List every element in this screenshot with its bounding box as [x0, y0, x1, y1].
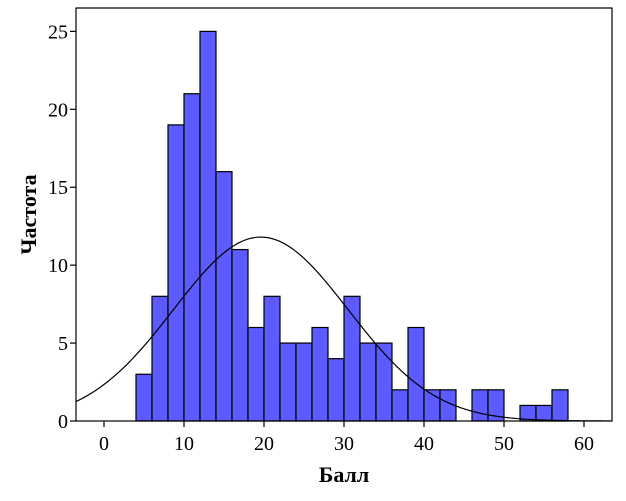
histogram-bar — [551, 389, 569, 422]
histogram-bar — [279, 342, 297, 422]
histogram-bar — [183, 93, 201, 422]
histogram-bar — [375, 342, 393, 422]
x-tick-label: 20 — [254, 433, 274, 455]
x-tick-label: 0 — [99, 433, 109, 455]
normal-curve-line — [76, 236, 612, 421]
histogram-bar — [135, 373, 153, 422]
histogram-bar — [295, 342, 313, 422]
x-tick-label: 40 — [414, 433, 434, 455]
histogram-bar — [359, 342, 377, 422]
y-tick-label: 15 — [48, 177, 68, 199]
y-tick-label: 10 — [48, 255, 68, 277]
histogram-bar — [231, 248, 249, 422]
x-axis: 0 10 20 30 40 50 60 — [99, 421, 594, 455]
histogram-bar — [247, 326, 265, 422]
x-axis-title: Балл — [319, 462, 369, 487]
histogram-bar — [167, 124, 185, 422]
histogram-bar — [215, 171, 233, 422]
histogram-bar — [199, 30, 217, 422]
y-axis-title: Частота — [16, 174, 41, 254]
histogram-bar — [311, 326, 329, 422]
y-tick-label: 0 — [58, 411, 68, 433]
histogram-bar — [327, 358, 345, 422]
x-tick-label: 30 — [334, 433, 354, 455]
histogram-bar — [263, 295, 281, 422]
y-tick-label: 20 — [48, 99, 68, 121]
x-tick-label: 50 — [494, 433, 514, 455]
histogram-bar — [151, 295, 169, 422]
x-tick-label: 60 — [574, 433, 594, 455]
histogram-bar — [407, 326, 425, 422]
bars-layer — [135, 30, 569, 422]
normal-curve-layer — [76, 236, 612, 421]
y-tick-label: 5 — [58, 333, 68, 355]
histogram-bar — [471, 389, 489, 422]
histogram-bar — [535, 404, 553, 422]
x-tick-label: 10 — [174, 433, 194, 455]
y-axis: 0 5 10 15 20 25 — [48, 21, 76, 433]
y-tick-label: 25 — [48, 21, 68, 43]
histogram-bar — [391, 389, 409, 422]
